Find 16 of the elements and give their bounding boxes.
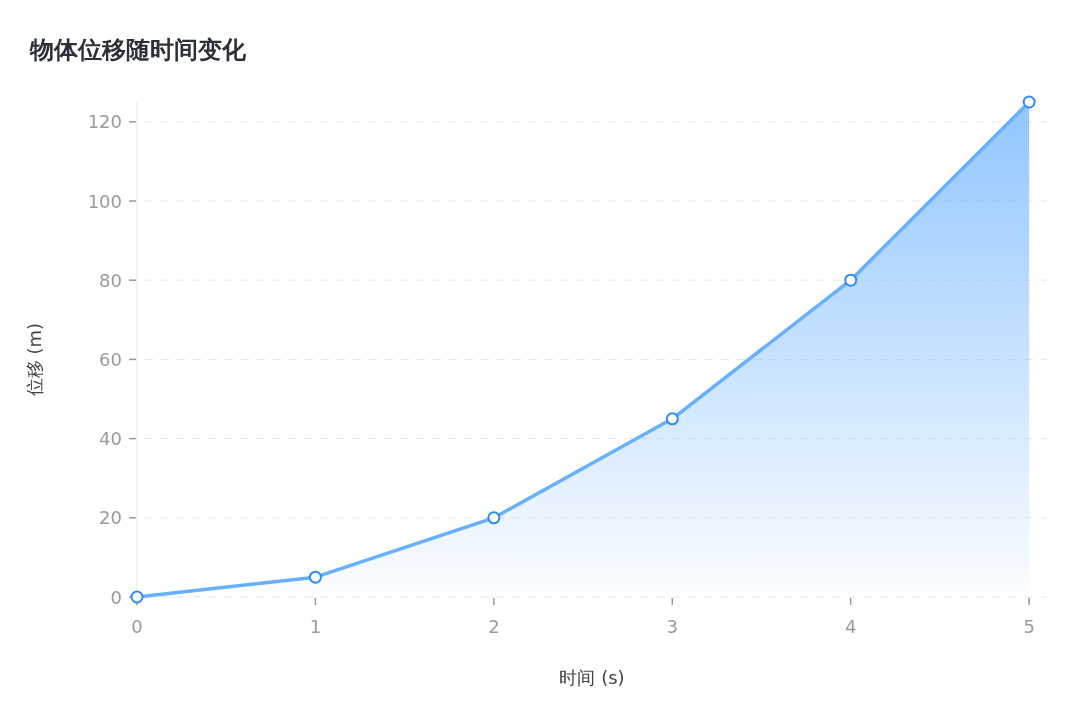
- x-tick-label: 1: [309, 616, 322, 637]
- y-axis-title: 位移 (m): [24, 322, 45, 397]
- x-axis-title: 时间 (s): [559, 667, 625, 688]
- y-tick-label: 60: [99, 348, 122, 370]
- x-tick-label: 0: [131, 616, 143, 637]
- x-tick-label: 2: [488, 616, 500, 637]
- y-tick-label: 0: [110, 586, 122, 608]
- y-tick-label: 100: [87, 190, 122, 212]
- x-tick-label: 5: [1023, 616, 1035, 637]
- y-tick-label: 20: [99, 507, 122, 529]
- y-tick-label: 120: [87, 111, 122, 133]
- y-tick-label: 80: [99, 269, 122, 291]
- y-tick-label: 40: [99, 428, 122, 450]
- title: 物体位移随时间变化: [30, 36, 246, 64]
- x-tick-label: 4: [845, 616, 857, 637]
- x-tick-label: 3: [666, 616, 678, 637]
